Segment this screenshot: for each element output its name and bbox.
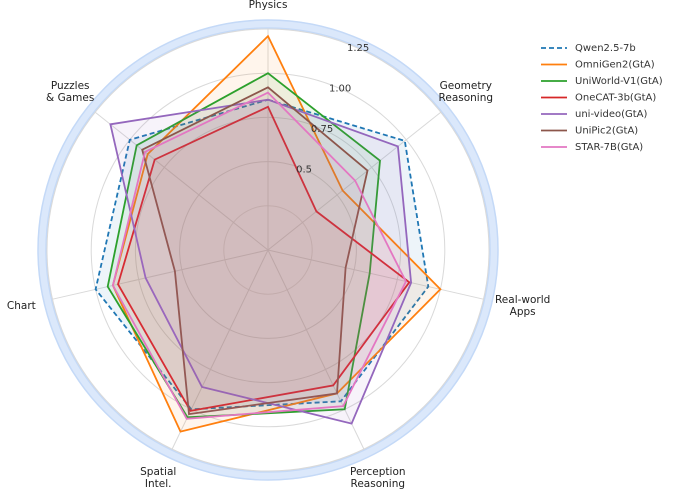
- series-line: [109, 98, 413, 425]
- spoke: [52, 249, 269, 300]
- series-area: [142, 87, 368, 415]
- legend-label: OmniGen2(GtA): [575, 60, 655, 71]
- category-label: Geometry Reasoning: [438, 80, 494, 105]
- spoke: [171, 249, 269, 450]
- legend-label: uni-video(GtA): [575, 109, 648, 120]
- category-label: Spatial Intel.: [140, 465, 177, 489]
- r-tick-label: 0.75: [311, 124, 333, 135]
- halo-ring: [37, 19, 499, 481]
- spoke: [267, 249, 365, 450]
- category-label: Real-world Apps: [494, 294, 551, 319]
- legend-label: UniPic2(GtA): [575, 126, 638, 137]
- halo-ring: [45, 27, 491, 473]
- series-line: [141, 86, 369, 416]
- category-label: Physics: [248, 0, 288, 11]
- r-tick-label: 1.25: [347, 43, 369, 54]
- legend-label: UniWorld-V1(GtA): [575, 76, 663, 87]
- series-line: [94, 98, 430, 411]
- legend-label: OneCAT-3b(GtA): [575, 93, 656, 104]
- series-area: [107, 73, 380, 418]
- category-label: Puzzles & Games: [46, 80, 95, 105]
- spoke: [267, 249, 484, 300]
- series-line: [117, 105, 411, 412]
- r-tick-label: 0.5: [296, 164, 312, 175]
- category-label: Perception Reasoning: [350, 465, 406, 489]
- spoke: [94, 111, 269, 251]
- series-area: [110, 99, 412, 424]
- category-label: Chart: [6, 300, 36, 313]
- series-line: [106, 72, 381, 419]
- series-area: [112, 92, 406, 419]
- series-area: [95, 99, 429, 410]
- series-area: [118, 106, 410, 411]
- legend-label: Qwen2.5-7b: [575, 43, 636, 54]
- r-tick-label: 1.00: [329, 84, 351, 95]
- halo-ring: [37, 19, 499, 481]
- series-line: [111, 91, 407, 420]
- legend-label: STAR-7B(GtA): [575, 142, 643, 153]
